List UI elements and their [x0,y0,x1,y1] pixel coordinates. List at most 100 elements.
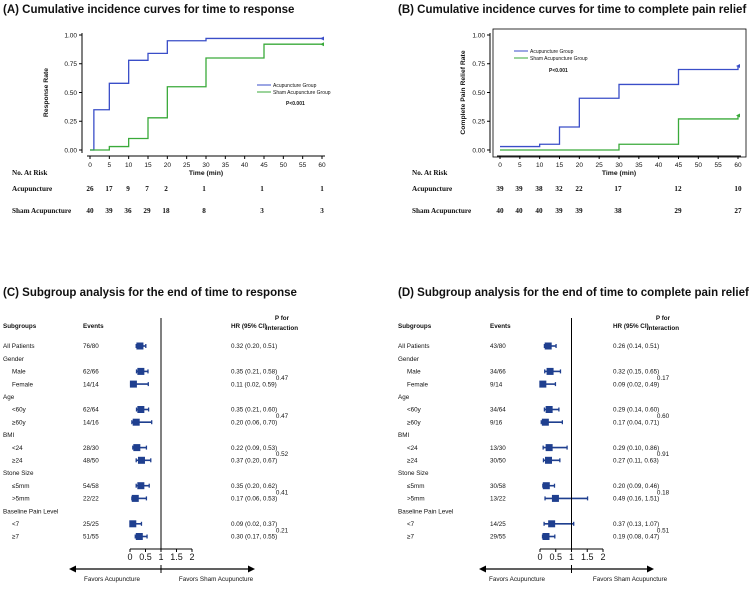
sham-curve [90,43,322,151]
x-tick-label: 15 [556,162,564,169]
at-risk-value: 39 [105,207,113,215]
acupuncture-curve [90,37,322,151]
subgroup-label: Female [407,381,428,388]
x-tick-label: 5 [518,162,522,169]
hr-value: 0.20 (0.06, 0.70) [231,419,277,426]
at-risk-value: 40 [86,207,94,215]
events-value: 28/30 [83,445,99,452]
at-risk-row-label: Acupuncture [12,185,52,193]
hr-estimate-marker [541,418,549,426]
panel-title: (D) Subgroup analysis for the end of tim… [398,287,749,299]
at-risk-value: 18 [162,207,170,215]
y-tick-label: 0.75 [64,61,77,68]
hr-axis-tick-label: 0.5 [549,552,562,562]
acupuncture-curve [500,66,739,148]
events-value: 14/25 [490,521,506,528]
hr-value: 0.09 (0.02, 0.37) [231,521,277,528]
hr-axis-tick-label: 1.5 [170,552,183,562]
subgroup-label: Stone Size [3,470,34,477]
events-value: 25/25 [83,521,99,528]
events-value: 13/22 [490,496,506,503]
x-tick-label: 20 [576,162,584,169]
hr-estimate-marker [133,444,141,452]
x-tick-label: 60 [734,162,742,169]
subgroup-label: >5mm [407,496,425,503]
censor-mark [736,113,740,118]
subgroup-label: All Patients [398,343,430,350]
subgroup-label: All Patients [3,343,35,350]
at-risk-value: 8 [202,207,206,215]
hr-estimate-marker [551,494,559,502]
header-p-line2: interaction [266,325,298,332]
subgroup-label: ≤5mm [407,483,424,490]
hr-value: 0.32 (0.15, 0.65) [613,369,659,376]
subgroup-label: Age [3,394,15,401]
x-tick-label: 35 [635,162,643,169]
p-interaction-value: 0.47 [276,413,289,420]
x-tick-label: 45 [675,162,683,169]
hr-estimate-marker [137,406,145,413]
hr-axis-tick-label: 2 [600,552,605,562]
hr-value: 0.17 (0.06, 0.53) [231,496,277,503]
at-risk-value: 29 [143,207,151,215]
header-hr: HR (95% CI) [613,323,649,330]
at-risk-value: 3 [260,207,264,215]
y-tick-label: 0.75 [472,61,485,68]
at-risk-value: 12 [674,185,682,193]
y-tick-label: 0.00 [472,147,485,154]
subgroup-label: Baseline Pain Level [3,508,58,515]
hr-estimate-marker [131,494,139,502]
at-risk-value: 40 [515,207,523,215]
panel-title: (A) Cumulative incidence curves for time… [3,4,294,16]
at-risk-row-label: Sham Acupuncture [12,207,71,215]
x-tick-label: 25 [183,162,191,169]
at-risk-value: 17 [105,185,113,193]
hr-estimate-marker [136,342,144,350]
hr-estimate-marker [129,520,137,528]
x-axis-title: Time (min) [189,170,223,177]
favor-left-arrowhead [69,565,76,573]
legend-label: Sham Acupuncture Group [530,56,588,62]
subgroup-label: <24 [407,445,418,452]
header-hr: HR (95% CI) [231,323,267,330]
sham-curve [500,115,739,151]
at-risk-row-label: Acupuncture [412,185,452,193]
events-value: 9/16 [490,419,503,426]
events-value: 22/22 [83,496,99,503]
hr-value: 0.49 (0.16, 1.51) [613,496,659,503]
events-value: 48/50 [83,458,99,465]
y-tick-label: 0.25 [64,119,77,126]
subgroup-label: Age [398,394,410,401]
hr-value: 0.11 (0.02, 0.59) [231,381,277,388]
subgroup-label: ≥7 [407,534,414,541]
hr-estimate-marker [545,456,553,464]
p-interaction-value: 0.17 [657,375,670,382]
events-value: 30/58 [490,483,506,490]
header-p-line1: P for [656,315,671,322]
hr-value: 0.37 (0.13, 1.07) [613,521,659,528]
at-risk-value: 39 [496,185,504,193]
subgroup-label: Baseline Pain Level [398,508,453,515]
subgroup-label: >5mm [12,496,30,503]
hr-estimate-marker [539,380,547,388]
at-risk-value: 36 [124,207,132,215]
at-risk-value: 9 [126,185,130,193]
subgroup-label: ≥7 [12,534,19,541]
at-risk-value: 26 [86,185,94,193]
hr-value: 0.32 (0.20, 0.51) [231,343,277,350]
events-value: 14/16 [83,419,99,426]
subgroup-label: Male [407,369,421,376]
events-value: 62/66 [83,369,99,376]
header-subgroups: Subgroups [3,323,37,330]
hr-axis-tick-label: 2 [189,552,194,562]
hr-estimate-marker [135,533,143,540]
hr-value: 0.35 (0.21, 0.60) [231,407,277,414]
subgroup-label: ≥60y [407,419,421,426]
favors-acupuncture-label: Favors Acupuncture [489,576,545,583]
events-value: 51/55 [83,534,99,541]
p-interaction-value: 0.51 [657,527,670,534]
subgroup-label: <60y [407,407,422,414]
at-risk-value: 7 [145,185,149,193]
x-tick-label: 30 [202,162,210,169]
